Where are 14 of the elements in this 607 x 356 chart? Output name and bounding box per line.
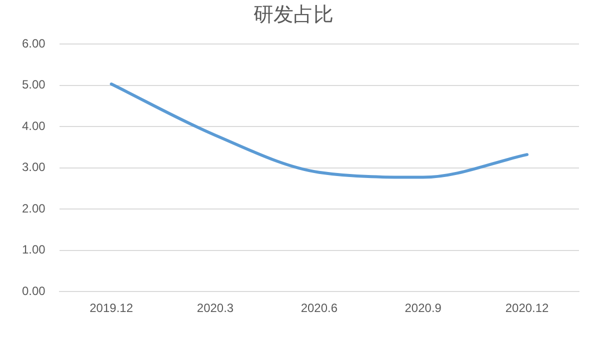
x-tick-label: 2019.12 — [90, 301, 134, 316]
y-tick-label: 3.00 — [22, 160, 46, 174]
x-tick-label: 2020.12 — [505, 301, 550, 316]
x-tick-label: 2020.9 — [404, 301, 442, 316]
y-tick-label: 1.00 — [22, 242, 46, 257]
x-tick-label: 2020.6 — [300, 301, 338, 316]
y-tick-label: 2.00 — [22, 201, 46, 216]
chart-title: 研发占比 — [254, 2, 334, 26]
y-tick-label: 6.00 — [22, 36, 46, 50]
y-tick-label: 0.00 — [22, 284, 46, 298]
y-tick-label: 4.00 — [22, 118, 46, 133]
x-tick-label: 2020.3 — [196, 301, 234, 316]
y-tick-label: 5.00 — [22, 78, 46, 92]
line-series — [110, 82, 529, 179]
